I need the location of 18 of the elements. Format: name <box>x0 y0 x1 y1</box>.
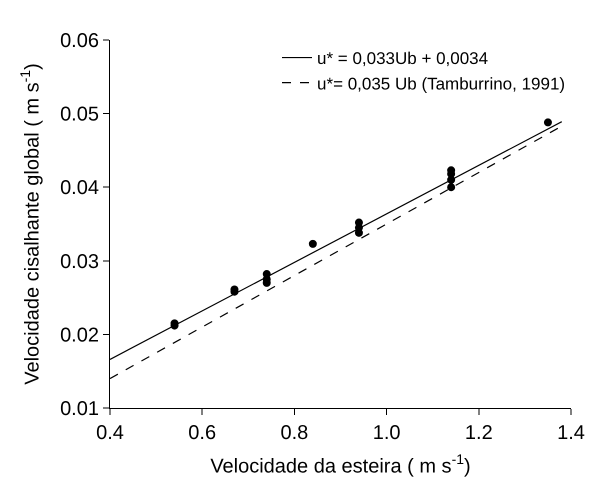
x-tick-label: 1.2 <box>464 422 493 444</box>
point <box>308 240 317 248</box>
legend-label: u* = 0,033Ub + 0,0034 <box>317 49 488 68</box>
x-axis-title: Velocidade da esteira ( m s$^{-1}$) <box>210 451 471 478</box>
x-tick-label: 1.0 <box>372 422 401 444</box>
y-tick-label: 0.05 <box>60 104 99 126</box>
x-tick-label: 0.6 <box>188 422 216 444</box>
legend-label: u*= 0,035 Ub (Tamburrino, 1991) <box>317 74 566 94</box>
y-tick-label: 0.06 <box>60 30 99 52</box>
y-tick-label: 0.03 <box>60 250 99 273</box>
point <box>447 183 456 192</box>
y-tick-label: 0.01 <box>60 398 99 420</box>
y-tick-label: 0.02 <box>60 324 99 346</box>
y-tick-label: 0.04 <box>60 177 99 200</box>
point <box>544 118 552 126</box>
x-tick-label: 0.8 <box>280 422 308 444</box>
x-tick-label: 0.4 <box>96 422 124 444</box>
x-tick-label: 1.4 <box>557 422 585 444</box>
